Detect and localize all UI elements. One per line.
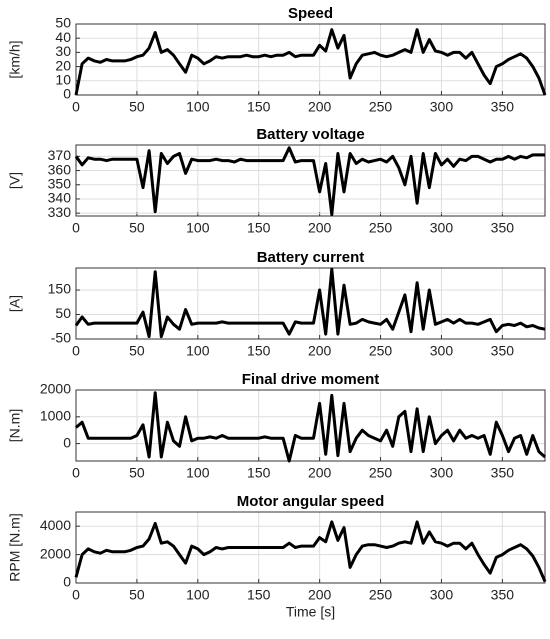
x-tick-label: 0 (72, 220, 80, 236)
x-tick-label: 350 (491, 220, 515, 236)
x-tick-label: 300 (430, 465, 454, 481)
x-tick-label: 150 (247, 343, 271, 359)
x-tick-label: 100 (186, 99, 210, 115)
subplot-title: Speed (288, 5, 333, 22)
y-tick-label: 350 (48, 175, 72, 191)
x-tick-label: 50 (129, 220, 145, 236)
y-tick-label: 340 (48, 190, 72, 206)
y-tick-label: 0 (63, 86, 71, 102)
x-tick-label: 350 (491, 343, 515, 359)
x-tick-label: 350 (491, 99, 515, 115)
y-axis-label: [A] (7, 295, 23, 312)
y-tick-label: -50 (51, 330, 71, 346)
y-tick-label: 50 (55, 305, 71, 321)
y-tick-label: 50 (55, 15, 71, 31)
y-tick-label: 1000 (40, 407, 71, 423)
x-tick-label: 300 (430, 587, 454, 603)
y-axis-label: [km/h] (7, 40, 23, 78)
x-tick-label: 150 (247, 587, 271, 603)
x-tick-label: 300 (430, 343, 454, 359)
x-tick-label: 100 (186, 587, 210, 603)
x-tick-label: 200 (308, 587, 332, 603)
x-tick-label: 150 (247, 465, 271, 481)
y-tick-label: 10 (55, 72, 71, 88)
x-tick-label: 50 (129, 587, 145, 603)
x-tick-label: 150 (247, 220, 271, 236)
plot-frame (75, 389, 546, 462)
x-tick-label: 250 (369, 220, 393, 236)
y-tick-label: 360 (48, 161, 72, 177)
x-tick-label: 250 (369, 587, 393, 603)
y-tick-label: 330 (48, 204, 72, 220)
subplot-title: Battery current (257, 249, 365, 266)
y-tick-label: 30 (55, 43, 71, 59)
y-axis-label: [N.m] (7, 409, 23, 442)
x-tick-label: 300 (430, 99, 454, 115)
data-line (75, 391, 546, 463)
y-tick-label: 2000 (40, 381, 71, 397)
y-tick-label: 2000 (40, 545, 71, 561)
x-tick-label: 0 (72, 465, 80, 481)
x-tick-label: 50 (129, 465, 145, 481)
x-tick-label: 100 (186, 220, 210, 236)
y-tick-label: 150 (48, 281, 72, 297)
x-tick-label: 100 (186, 343, 210, 359)
x-tick-label: 200 (308, 220, 332, 236)
y-axis-label: [V] (7, 172, 23, 189)
x-tick-label: 50 (129, 99, 145, 115)
y-tick-label: 20 (55, 57, 71, 73)
x-tick-label: 0 (72, 343, 80, 359)
y-tick-label: 0 (63, 574, 71, 590)
x-tick-label: 0 (72, 99, 80, 115)
x-tick-label: 250 (369, 99, 393, 115)
y-tick-label: 0 (63, 434, 71, 450)
data-line (74, 267, 546, 339)
plot-frame (75, 511, 546, 584)
x-tick-label: 300 (430, 220, 454, 236)
x-axis-label: Time [s] (286, 604, 335, 620)
x-tick-label: 200 (308, 99, 332, 115)
plot-frame (75, 267, 546, 340)
y-tick-label: 40 (55, 29, 71, 45)
plot-frame (75, 23, 546, 96)
x-tick-label: 50 (129, 343, 145, 359)
subplot-title: Final drive moment (242, 371, 380, 388)
data-line (74, 28, 547, 96)
y-tick-label: 4000 (40, 517, 71, 533)
x-tick-label: 200 (308, 465, 332, 481)
x-tick-label: 250 (369, 343, 393, 359)
subplot-title: Motor angular speed (237, 493, 385, 510)
data-line (74, 146, 545, 217)
x-tick-label: 200 (308, 343, 332, 359)
y-tick-label: 370 (48, 147, 72, 163)
x-tick-label: 350 (491, 587, 515, 603)
y-axis-label: RPM [N.m] (7, 513, 23, 581)
x-tick-label: 100 (186, 465, 210, 481)
subplot-title: Battery voltage (256, 126, 364, 143)
x-tick-label: 0 (72, 587, 80, 603)
plot-frame (75, 144, 546, 217)
data-line (74, 520, 547, 583)
x-tick-label: 350 (491, 465, 515, 481)
x-tick-label: 150 (247, 99, 271, 115)
x-tick-label: 250 (369, 465, 393, 481)
